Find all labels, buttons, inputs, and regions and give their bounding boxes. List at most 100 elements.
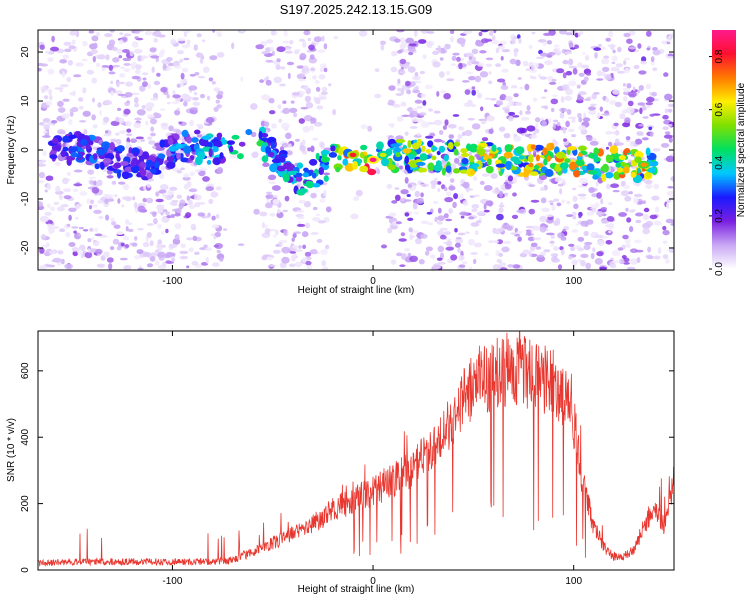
spectrogram-cell [74,204,81,210]
spectrogram-cell [510,156,520,163]
spectrogram-cell [483,209,490,213]
spectrogram-cell [265,202,273,209]
spectrogram-cell [655,206,660,213]
spectrogram-cell [468,216,475,220]
spectrogram-cell [477,92,482,99]
spectrogram-cell [269,163,278,173]
spectrogram-cell [471,86,476,90]
spectrogram-cell [572,195,578,202]
spectrogram-cell [609,100,617,105]
spectrogram-cell [460,41,465,47]
spectrogram-cell [97,102,102,108]
spectrogram-cell [590,207,597,210]
spectrogram-cell [661,40,669,45]
spectrogram-cell [589,103,597,107]
spectrogram-cell [189,73,196,77]
spectrogram-cell [600,207,608,211]
spectrogram-cell [72,250,79,257]
spectrogram-cell [444,238,452,241]
spectrogram-cell [550,243,554,247]
spectrogram-cell [408,160,419,168]
spectrogram-cell [268,98,275,104]
spectrogram-cell [445,218,453,222]
spectrogram-cell [433,138,443,143]
spectrogram-cell [70,151,78,158]
spectrogram-cell [125,120,132,127]
spectrogram-cell [543,158,548,166]
spectrogram-cell [588,170,597,175]
spectrogram-cell [261,51,269,55]
spectrogram-cell [45,175,54,181]
spectrogram-cell [425,250,430,256]
spectrogram-cell [486,115,495,122]
spectrogram-cell [606,183,611,190]
spectrogram-cell [178,121,183,125]
spectrogram-cell [216,249,221,254]
spectrogram-cell [111,47,118,51]
spectrogram-cell [577,112,582,119]
spectrogram-cell [302,65,309,72]
spectrogram-cell [407,184,413,188]
spectrogram-cell [298,188,308,194]
spectrogram-cell [590,252,595,260]
spectrogram-cell [636,131,643,136]
spectrogram-cell [165,228,169,234]
spectrogram-cell [609,263,617,269]
colorbar: 0.0 0.2 0.4 0.6 0.8 Normalized spectral ampl… [709,30,747,276]
spectrogram-cell [117,107,122,111]
spectrogram-cell [509,166,518,171]
spectrogram-cell [328,83,332,87]
spectrogram-cell [488,80,493,85]
spectrogram-cell [546,143,551,152]
spectrogram-cell [296,210,305,213]
spectrogram-cell [662,229,670,236]
spectrogram-cell [134,202,138,209]
spectrogram-cell [59,89,63,93]
spectrogram-cell [488,71,492,75]
spectrogram-cell [65,142,70,148]
spectrogram-cell [439,234,447,240]
spectrogram-cell [108,263,113,270]
spectrogram-cell [568,255,573,260]
spectrogram-cell [189,204,195,210]
spectrogram-cell [316,238,323,243]
spectrogram-cell [588,106,596,111]
spectrogram-cell [265,79,272,86]
spectrogram-cell [394,147,402,153]
spectrogram-cell [568,80,577,87]
spectrogram-cell [443,93,451,100]
spectrogram-cell [568,65,578,69]
spectrogram-cell [301,231,309,238]
spectrogram-cell [42,118,51,123]
y-tick-label: 20 [20,46,31,58]
spectrogram-cell [87,248,91,253]
spectrogram-cell [557,183,564,187]
spectrogram-cell [592,247,596,253]
colorbar-tick-label: 0.8 [714,49,725,63]
spectrogram-cell [150,126,155,132]
spectrogram-cell [43,95,49,100]
spectrogram-cell [467,60,472,66]
spectrogram-cell [629,226,634,233]
spectrogram-cell [535,122,539,129]
spectrogram-cell [586,135,593,142]
spectrogram-cell [435,265,442,269]
spectrogram-cell [636,257,641,264]
spectrogram-cell [120,242,125,247]
spectrogram-cell [153,218,158,225]
spectrogram-cell [205,186,214,192]
spectrogram-cell [310,192,317,199]
spectrogram-cell [178,202,184,210]
spectrogram-cell [607,44,617,48]
spectrogram-cell [447,142,454,150]
spectrogram-cell [433,119,443,126]
spectrogram-cell [91,35,99,42]
spectrogram-cell [452,201,457,209]
spectrogram-cell [194,129,201,135]
spectrogram-cell [155,260,160,266]
spectrogram-cell [601,173,607,182]
spectrogram-cell [69,92,76,96]
spectrogram-cell [321,35,325,42]
spectrogram-cell [171,200,179,203]
spectrogram-cell [662,126,669,131]
